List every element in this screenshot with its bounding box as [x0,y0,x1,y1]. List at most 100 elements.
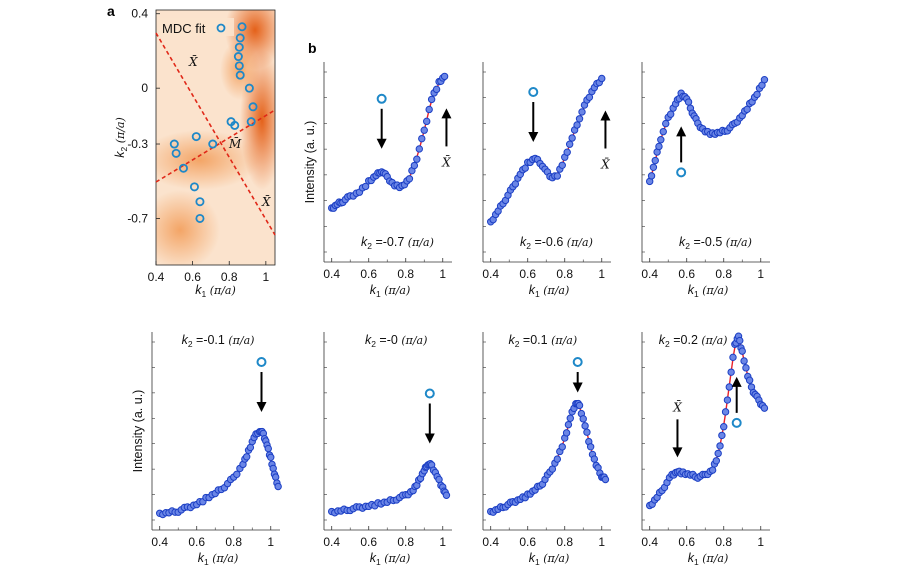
mdc-marker [572,357,583,367]
data-point [659,127,667,136]
label-value: =-0.7 [372,235,408,249]
mdc-point [191,132,201,142]
label-value: =0.1 [519,333,551,347]
spectrum-panel: 0.4 0.6 0.8 1k1 (π/a)k2 =-0.5 (π/a) [641,62,770,299]
data-point [267,453,275,461]
data-point [753,90,761,99]
data-point [442,491,451,499]
y-axis-label: Intensity (a. u.) [131,390,145,473]
label-k: k [182,333,189,347]
panel-k2-label: k2 =0.2 (π/a) [659,333,728,349]
x-tick-label: 0.8 [556,267,573,281]
y-tick-label: 0 [141,81,148,95]
label-units: (π/a) [567,236,593,249]
mdc-point [208,139,218,149]
label-units: (π/a) [384,284,410,297]
label-k: k [529,551,536,565]
data-point [425,105,433,114]
mdc-point [237,22,247,32]
data-point [423,117,431,126]
xbar-arrow-head [672,447,683,458]
label-subscript: 2 [367,241,372,251]
data-point [655,142,663,151]
data-point [440,72,449,81]
label-value: =-0.5 [690,235,726,249]
panel-k2-label: k2 =-0.6 (π/a) [520,235,593,251]
x-tick-label: 0.4 [151,535,168,549]
x-tick-label: 0.6 [678,535,695,549]
data-point [242,453,251,461]
x-tick-label: 0.4 [641,267,658,281]
data-point [716,442,724,450]
data-point [568,134,576,142]
x-tick-label: 0.8 [715,535,732,549]
label-units: (π/a) [702,284,728,297]
data-point [553,172,562,180]
label-subscript: 2 [515,339,520,349]
spectrum-panel: 0.4 0.6 0.8 1k1 (π/a)k2 =0.2 (π/a)X̄ [641,332,770,567]
data-point [590,455,599,463]
data-point [718,431,726,440]
data-point [274,482,282,491]
xbar-arrow-head [600,110,611,121]
x-axis-label: k1 (π/a) [529,283,570,299]
y-axis-label: Intensity (a. u.) [303,121,317,204]
x-tick-label: 0.6 [678,267,695,281]
panel-k2-label: k2 =-0.7 (π/a) [361,235,434,251]
label-value: =-0.1 [193,333,229,347]
data-point [578,108,586,116]
fit-curve [159,430,279,516]
mdc-point [189,182,199,192]
label-units: (π/a) [543,552,569,565]
x-axis-label: k1 (π/a) [195,283,236,299]
x-tick-label: 0.4 [148,270,165,284]
label-units: (π/a) [702,552,728,565]
legend-marker [216,23,226,33]
mdc-point [195,213,205,223]
label-k: k [688,283,695,297]
label-k: k [195,283,202,297]
x-tick-label: 1 [439,267,446,281]
data-point [566,414,574,422]
data-point [415,145,424,153]
x-tick-label: 0.8 [221,270,238,284]
spectrum-panel: 0.4 0.6 0.8 1k1 (π/a)k2 =-0 (π/a) [323,332,452,567]
data-point [598,74,606,83]
label-units: (π/a) [384,552,410,565]
data-point [684,98,693,106]
label-subscript: 2 [371,339,376,349]
data-point [558,161,566,169]
fit-curve [331,75,446,210]
x-tick-label: 1 [263,270,270,284]
label-k: k [508,333,515,347]
label-subscript: 1 [376,289,381,299]
x-tick-label: 1 [598,267,605,281]
mdc-marker [731,417,742,428]
fit-curve [490,403,606,514]
data-point [579,415,587,423]
data-point [647,172,656,180]
data-point [573,121,581,129]
spectrum-panel: 0.4 0.6 0.8 1k1 (π/a)k2 =-0.6 (π/a)X̄ [482,62,611,299]
xbar-label-bottom: X̄ [261,194,271,209]
mdc-marker [376,93,387,104]
panel-b-letter: b [308,40,317,56]
data-point [558,443,566,451]
label-units: (π/a) [114,117,127,143]
x-axis-label: k1 (π/a) [370,551,411,567]
heatmap-frame [155,9,276,266]
data-point [651,156,659,165]
data-point [420,126,428,134]
x-tick-label: 0.4 [482,267,499,281]
label-subscript: 2 [188,339,193,349]
label-k: k [688,551,695,565]
data-point [361,182,370,191]
label-subscript: 1 [204,557,209,567]
spectrum-panel: 0.4 0.6 0.8 1k1 (π/a)Intensity (a. u.)k2 =-… [131,332,282,567]
x-tick-label: 1 [757,535,764,549]
mdc-point [246,117,256,127]
x-tick-label: 0.6 [519,535,536,549]
data-point [760,404,769,412]
data-point [418,134,426,143]
mdc-arrow-head [731,376,742,387]
